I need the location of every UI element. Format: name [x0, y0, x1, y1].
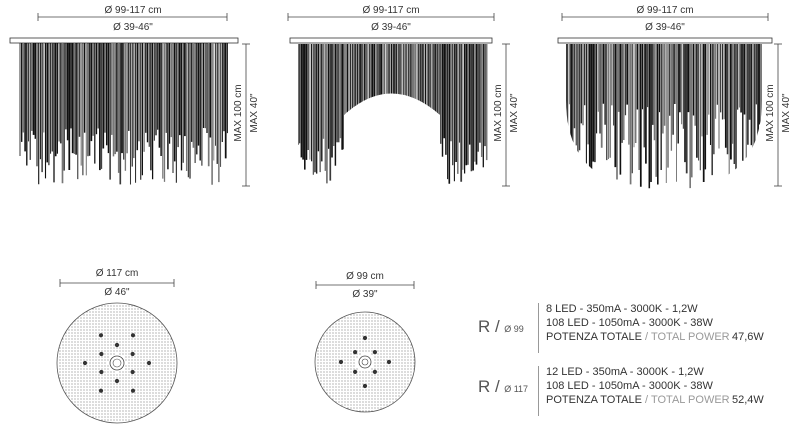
hanging-rods	[298, 44, 488, 185]
spec-line-small-led: 12 LED - 350mA - 3000K - 1,2W	[546, 366, 704, 378]
canopy	[9, 37, 239, 44]
plan-view-99: Ø 99 cm Ø 39"	[314, 271, 416, 413]
plan-view-117: Ø 117 cm Ø 46"	[56, 268, 178, 424]
front-view-arched: Ø 99-117 cm Ø 39-46" MAX 100 cm MAX 40"	[287, 5, 520, 187]
diameter-cm-label: Ø 117 cm	[96, 268, 139, 279]
height-in-label: MAX 40"	[249, 93, 260, 133]
model-letter: R /	[478, 377, 500, 396]
spec-line-small-led: 8 LED - 350mA - 3000K - 1,2W	[546, 303, 698, 315]
spec-line-large-led: 108 LED - 1050mA - 3000K - 38W	[546, 317, 713, 329]
height-cm-label: MAX 100 cm	[233, 84, 244, 141]
model-letter: R /	[478, 317, 500, 336]
spec-line-total: POTENZA TOTALE / TOTAL POWER	[546, 330, 730, 344]
diameter-in-label: Ø 46"	[104, 287, 130, 298]
dimension-diameter: Ø 99 cm Ø 39"	[315, 271, 415, 300]
model-label: R / Ø 99	[478, 317, 524, 337]
width-cm-label: Ø 99-117 cm	[104, 5, 161, 16]
diameter-in-label: Ø 39"	[352, 289, 378, 300]
spec-line-large-led: 108 LED - 1050mA - 3000K - 38W	[546, 380, 713, 392]
dimension-height: MAX 100 cm MAX 40"	[765, 43, 792, 187]
divider	[538, 366, 539, 416]
total-value: 52,4W	[732, 394, 764, 406]
spec-lines: 12 LED - 350mA - 3000K - 1,2W 108 LED - …	[546, 365, 730, 407]
width-cm-label: Ø 99-117 cm	[362, 5, 419, 16]
width-in-label: Ø 39-46"	[371, 22, 411, 33]
height-cm-label: MAX 100 cm	[765, 84, 776, 141]
dimension-width: Ø 99-117 cm Ø 39-46"	[287, 5, 495, 33]
dimension-height: MAX 100 cm MAX 40"	[233, 43, 260, 187]
diameter-cm-label: Ø 99 cm	[346, 271, 384, 282]
total-label-en: TOTAL POWER	[650, 331, 730, 343]
divider	[538, 303, 539, 353]
hanging-rods	[566, 44, 762, 189]
dimension-width: Ø 99-117 cm Ø 39-46"	[37, 5, 228, 33]
total-value: 47,6W	[732, 331, 764, 343]
spec-lines: 8 LED - 350mA - 3000K - 1,2W 108 LED - 1…	[546, 302, 730, 344]
model-label: R / Ø 117	[478, 377, 528, 397]
width-cm-label: Ø 99-117 cm	[636, 5, 693, 16]
width-in-label: Ø 39-46"	[645, 22, 685, 33]
model-size: Ø 99	[504, 324, 524, 334]
led-ring	[82, 333, 152, 393]
total-label-it: POTENZA TOTALE	[546, 331, 642, 343]
height-cm-label: MAX 100 cm	[493, 84, 504, 141]
width-in-label: Ø 39-46"	[113, 22, 153, 33]
front-view-straight: Ø 99-117 cm Ø 39-46" MAX 100 cm MAX 40"	[9, 5, 260, 187]
total-label-it: POTENZA TOTALE	[546, 394, 642, 406]
dimension-width: Ø 99-117 cm Ø 39-46"	[561, 5, 769, 33]
canopy	[289, 37, 493, 44]
led-ring	[338, 335, 392, 389]
height-in-label: MAX 40"	[781, 93, 792, 133]
dimension-diameter: Ø 117 cm Ø 46"	[59, 268, 175, 298]
rod-dot-pattern	[59, 305, 175, 421]
total-label-sep: /	[641, 394, 651, 406]
hanging-rods	[19, 43, 228, 185]
front-view-rounded: Ø 99-117 cm Ø 39-46" MAX 100 cm MAX 40"	[557, 5, 792, 189]
model-size: Ø 117	[504, 384, 529, 394]
height-in-label: MAX 40"	[509, 93, 520, 133]
canopy	[557, 37, 773, 44]
rod-dot-pattern	[317, 314, 415, 412]
spec-line-total: POTENZA TOTALE / TOTAL POWER	[546, 393, 730, 407]
dimension-height: MAX 100 cm MAX 40"	[493, 43, 520, 187]
total-label-en: TOTAL POWER	[650, 394, 730, 406]
total-label-sep: /	[641, 331, 651, 343]
